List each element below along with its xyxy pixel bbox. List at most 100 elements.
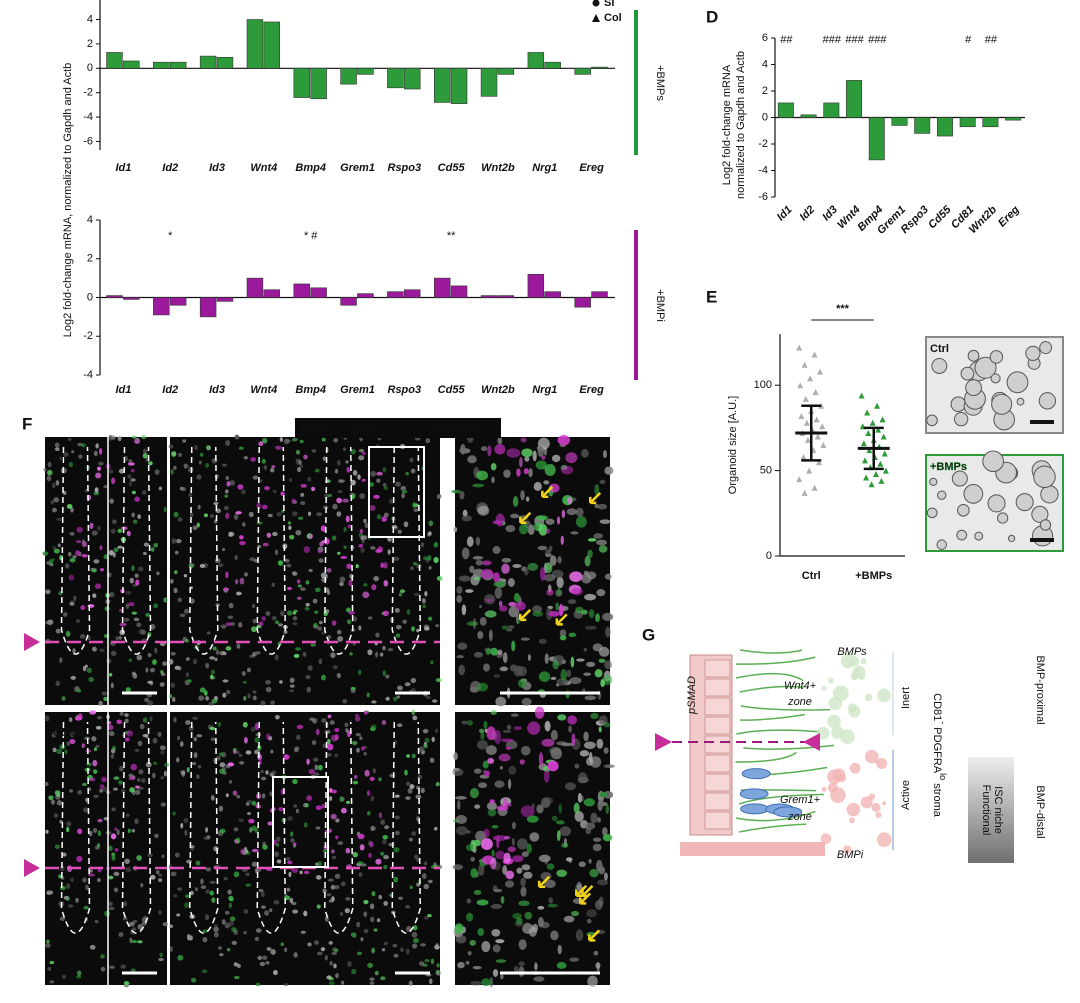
cell-texture	[524, 567, 529, 576]
cell-texture	[598, 545, 608, 553]
cell-texture	[436, 963, 440, 968]
cell-texture	[309, 717, 314, 721]
cell-texture	[279, 437, 283, 442]
cell-texture	[556, 576, 564, 589]
cell-texture	[315, 805, 322, 811]
cell-texture	[398, 592, 403, 597]
cell-texture	[170, 682, 176, 688]
cell-texture	[145, 733, 149, 739]
cell-texture	[316, 512, 323, 517]
cell-texture	[502, 729, 512, 734]
cell-texture	[72, 648, 76, 654]
cell-texture	[308, 568, 313, 573]
cell-texture	[372, 768, 376, 774]
point	[801, 489, 808, 496]
cell-texture	[596, 962, 600, 972]
cell-texture	[523, 871, 533, 879]
cell-texture	[53, 813, 59, 818]
point	[879, 416, 886, 423]
cell-texture	[314, 468, 320, 473]
cell-texture	[159, 682, 165, 687]
cell-texture	[75, 897, 79, 903]
cell-texture	[360, 547, 365, 553]
cell-texture	[350, 448, 356, 455]
cell-texture	[352, 469, 358, 476]
point	[863, 474, 870, 481]
cell-texture	[584, 695, 597, 701]
cell-texture	[255, 928, 262, 933]
cell-texture	[556, 516, 561, 525]
cell-texture	[245, 750, 252, 755]
cell-texture	[523, 922, 532, 930]
cell-texture	[160, 776, 165, 780]
cell-texture	[269, 908, 273, 913]
signal-dot	[846, 802, 861, 817]
cell-texture	[261, 458, 266, 464]
cell-texture	[343, 545, 347, 549]
organoid	[931, 357, 948, 374]
cell-texture	[586, 661, 596, 668]
cell-texture	[322, 456, 327, 461]
cell-texture	[459, 490, 465, 500]
stromal-fiber	[735, 751, 797, 763]
cell-texture	[131, 490, 136, 495]
cell-texture	[292, 909, 299, 914]
cell-texture	[313, 940, 319, 945]
cell-texture	[370, 916, 375, 923]
cell-texture	[334, 727, 340, 733]
cell-texture	[328, 981, 335, 986]
cell-texture	[186, 767, 190, 773]
cell-texture	[68, 904, 74, 908]
cell-texture	[376, 478, 381, 483]
cell-texture	[462, 509, 468, 518]
cell-texture	[49, 980, 55, 984]
cell-texture	[93, 559, 100, 564]
cell-texture	[127, 474, 132, 479]
cell-texture	[242, 721, 248, 728]
bar	[480, 67, 498, 97]
stromal-fiber	[739, 685, 804, 693]
cell-texture	[345, 847, 351, 854]
cell-texture	[485, 598, 494, 602]
cell-texture	[128, 481, 133, 487]
cell-texture	[333, 437, 339, 443]
cell-texture	[128, 459, 133, 463]
organoid	[1007, 534, 1016, 543]
cell-texture	[262, 542, 269, 547]
cell-texture	[228, 902, 232, 909]
cell-texture	[421, 598, 426, 604]
cell-texture	[354, 713, 359, 717]
cell-texture	[206, 445, 210, 450]
x-tick-label: Bmp4	[295, 384, 326, 396]
x-tick-label: Wnt4	[250, 384, 277, 396]
cell-texture	[550, 930, 559, 941]
cell-texture	[498, 753, 511, 762]
cell-texture	[383, 580, 389, 587]
crypt-outline	[256, 721, 287, 934]
cell-texture	[339, 796, 344, 802]
cell-texture	[192, 525, 198, 531]
bar	[216, 57, 234, 69]
cell-texture	[518, 961, 525, 967]
cell-texture	[170, 468, 174, 475]
cell-texture	[491, 929, 501, 937]
cell-texture	[171, 538, 177, 544]
cell-texture	[490, 647, 498, 656]
cell-texture	[77, 828, 83, 835]
cell-texture	[266, 532, 271, 538]
cell-texture	[289, 677, 295, 683]
cell-texture	[321, 437, 326, 442]
cell-texture	[339, 576, 346, 583]
cell-texture	[59, 456, 64, 461]
cell-texture	[136, 778, 141, 783]
cell-texture	[596, 589, 606, 597]
cell-texture	[213, 926, 219, 933]
cell-texture	[334, 733, 339, 741]
significance: ###	[823, 34, 842, 46]
cell-texture	[238, 535, 244, 540]
cell-texture	[391, 525, 398, 529]
cell-texture	[357, 833, 365, 840]
cell-texture	[558, 803, 562, 814]
signal-dot	[876, 832, 892, 847]
cell-texture	[596, 539, 608, 546]
